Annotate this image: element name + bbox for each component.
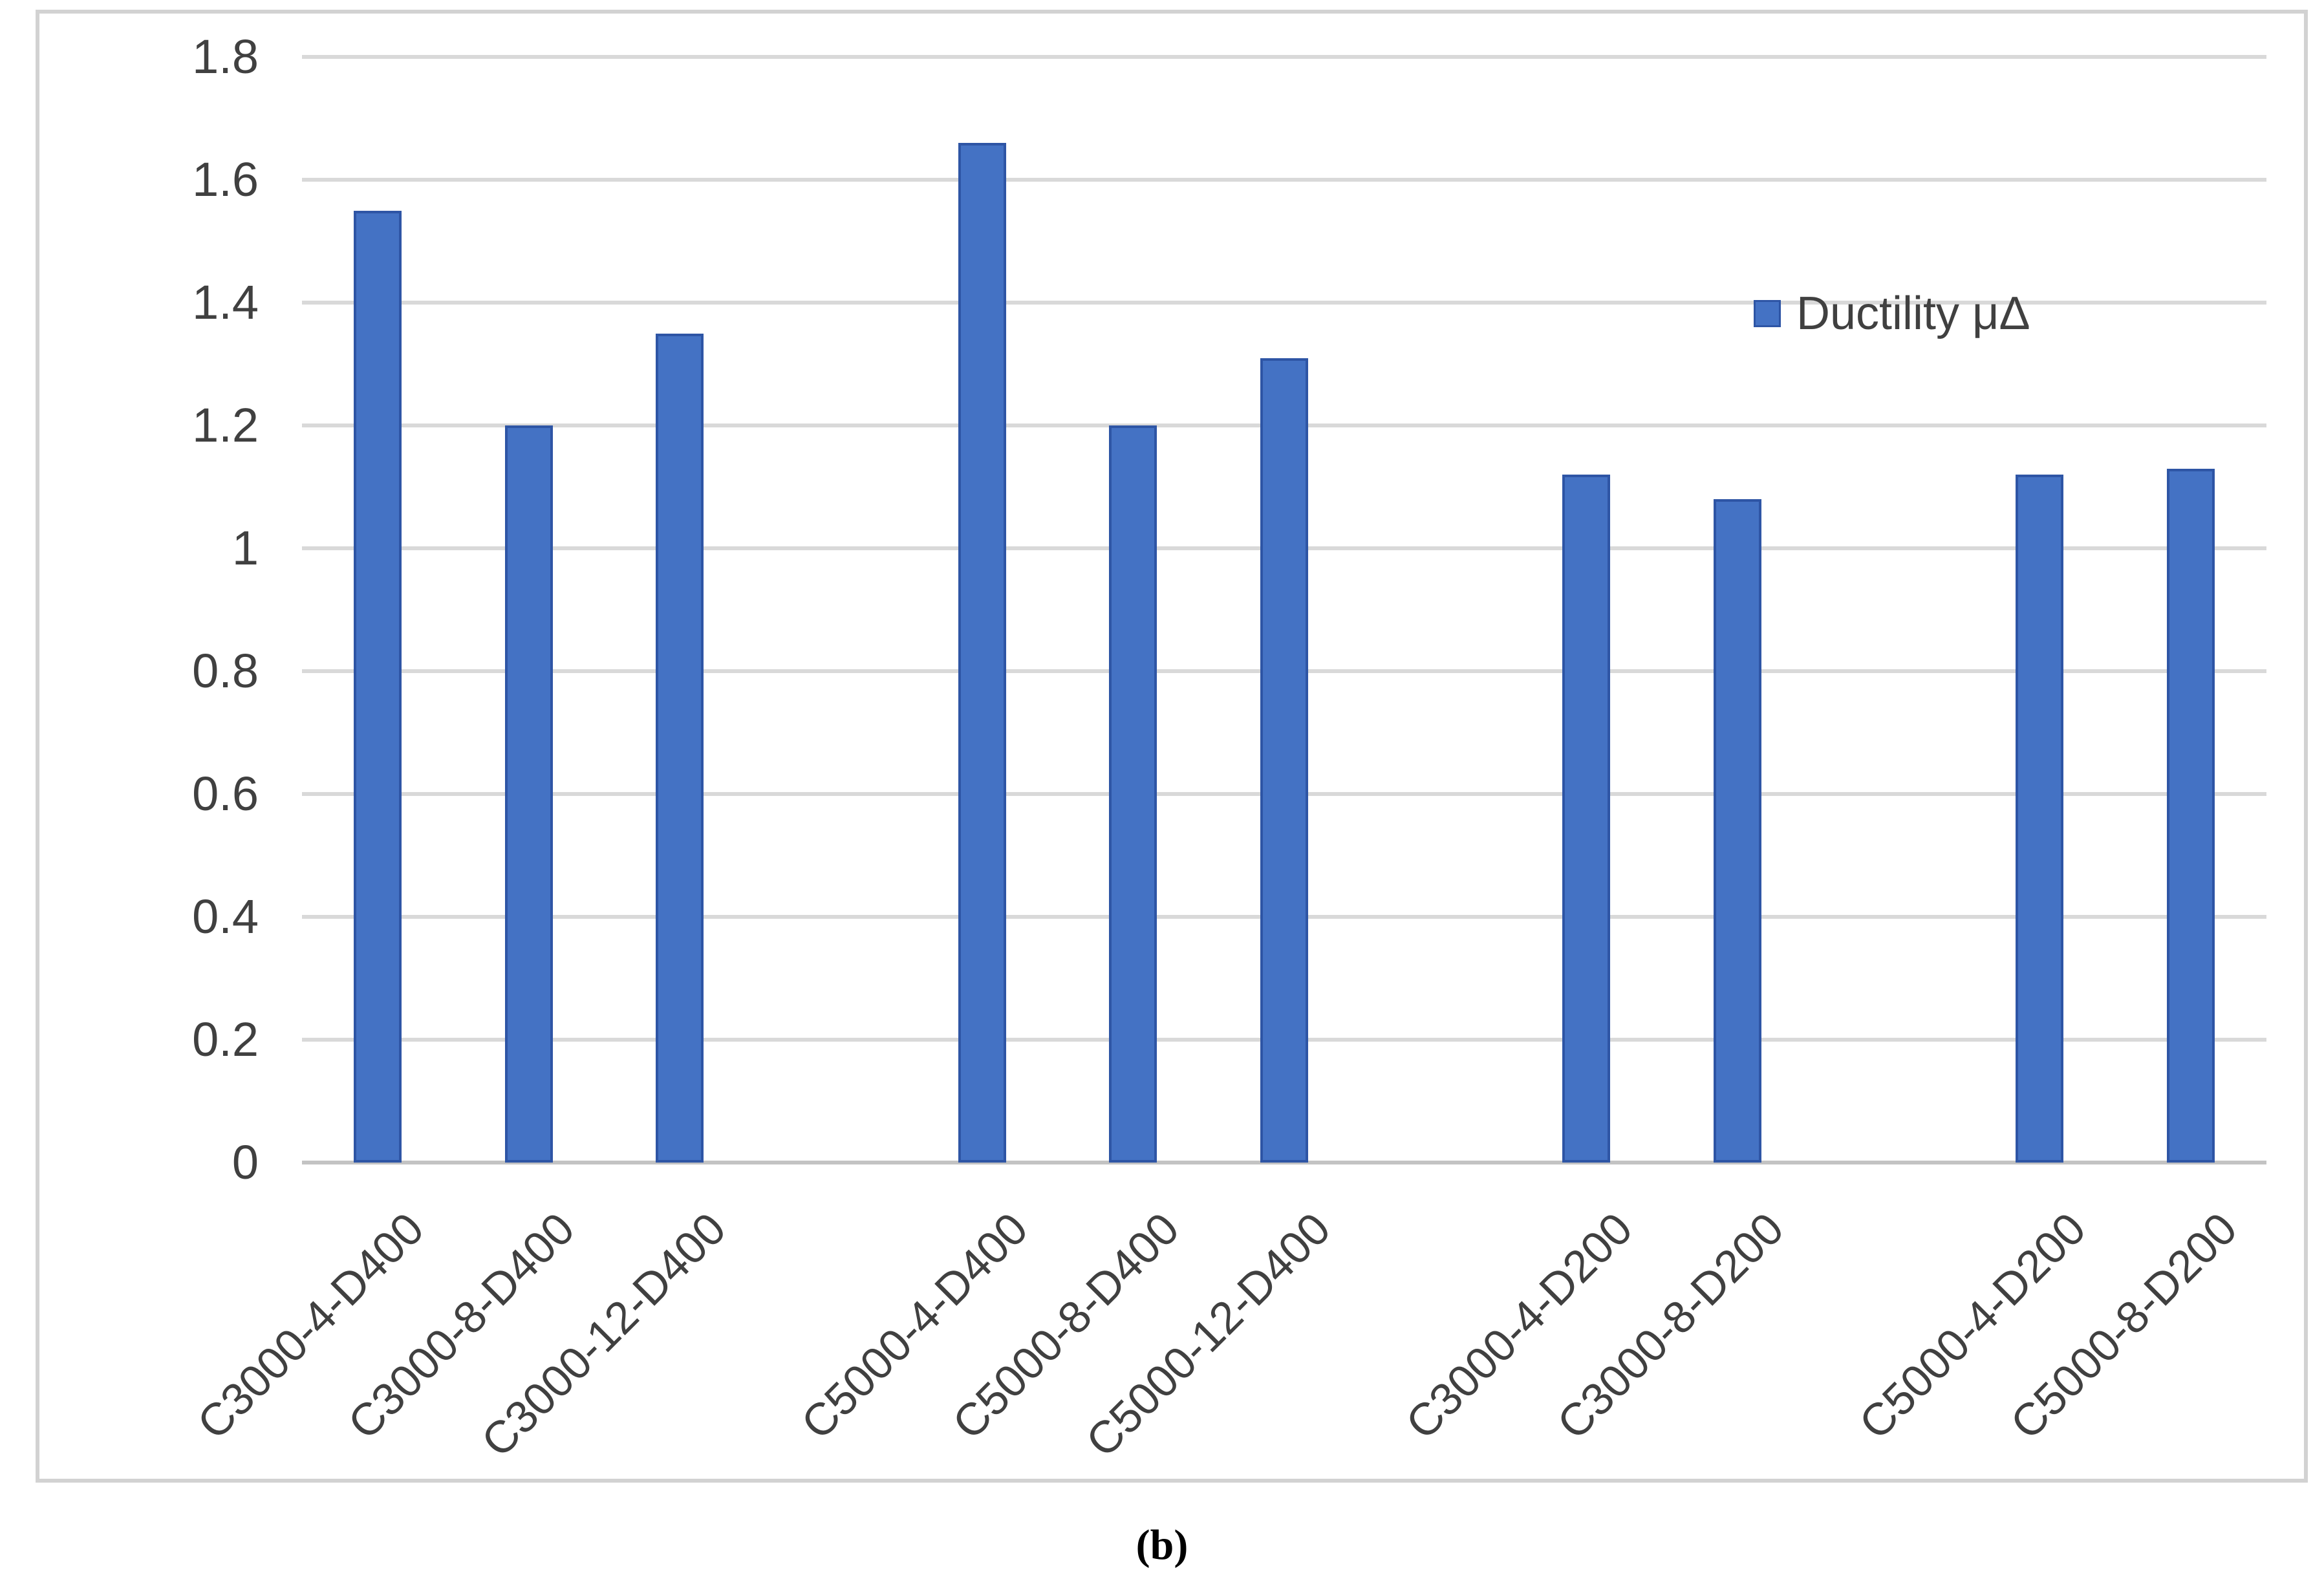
bar-C5000-8-D200 bbox=[2167, 468, 2215, 1163]
bar-C5000-4-D400 bbox=[958, 143, 1006, 1163]
bar-C3000-12-D400 bbox=[656, 333, 704, 1163]
bar-C5000-8-D400 bbox=[1109, 425, 1157, 1163]
y-tick-label: 1.2 bbox=[192, 398, 259, 452]
gridline bbox=[302, 55, 2266, 59]
y-tick-label: 1.6 bbox=[192, 153, 259, 206]
y-tick-label: 1.8 bbox=[192, 30, 259, 83]
gridline bbox=[302, 178, 2266, 182]
y-tick-label: 0 bbox=[231, 1135, 259, 1189]
legend-label: Ductility μΔ bbox=[1796, 288, 2030, 339]
y-tick-label: 0.6 bbox=[192, 767, 259, 821]
bar-C3000-8-D200 bbox=[1714, 499, 1762, 1163]
bar-C5000-4-D200 bbox=[2016, 475, 2064, 1163]
legend: Ductility μΔ bbox=[1754, 287, 2030, 340]
x-axis-line bbox=[302, 1161, 2266, 1164]
y-tick-label: 1 bbox=[231, 521, 259, 575]
chart-figure-frame bbox=[36, 10, 2308, 1483]
bar-C3000-4-D400 bbox=[353, 210, 402, 1163]
figure-caption: (b) bbox=[1135, 1521, 1189, 1569]
y-tick-label: 0.8 bbox=[192, 644, 259, 698]
y-tick-label: 0.4 bbox=[192, 890, 259, 943]
gridline bbox=[302, 301, 2266, 305]
bar-C5000-12-D400 bbox=[1260, 358, 1308, 1163]
bar-C3000-8-D400 bbox=[504, 425, 553, 1163]
y-tick-label: 1.4 bbox=[192, 275, 259, 329]
bar-C3000-4-D200 bbox=[1562, 475, 1611, 1163]
legend-marker-icon bbox=[1754, 300, 1781, 327]
y-tick-label: 0.2 bbox=[192, 1013, 259, 1066]
